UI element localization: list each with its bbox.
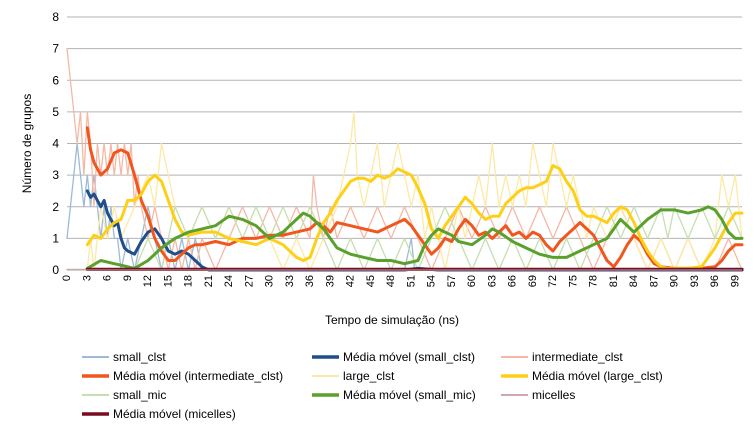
x-axis-ticks: 0 3 6 9 12 15 18 21 24 27 30 33 36 39 42 45 48 51 54 57 60 63…	[61, 275, 741, 287]
y-tick-label: 2	[52, 200, 59, 214]
legend-label: Média móvel (intermediate_clst)	[113, 369, 283, 383]
x-tick-label: 30	[264, 275, 276, 287]
x-tick-label: 66	[507, 275, 519, 287]
legend-label: Média móvel (micelles)	[113, 407, 236, 421]
x-tick-label: 33	[284, 275, 296, 287]
x-tick-label: 27	[243, 275, 255, 287]
legend-label: Média móvel (large_clst)	[532, 369, 663, 383]
y-tick-label: 8	[52, 10, 59, 24]
x-tick-label: 18	[183, 275, 195, 287]
x-tick-label: 24	[223, 275, 235, 287]
x-tick-label: 90	[669, 275, 681, 287]
legend-label: large_clst	[343, 369, 395, 383]
x-tick-label: 78	[588, 275, 600, 287]
legend-label: small_clst	[113, 350, 166, 364]
x-tick-label: 96	[709, 275, 721, 287]
x-tick-label: 84	[628, 275, 640, 287]
x-tick-label: 3	[81, 275, 93, 281]
grid-lines	[67, 16, 742, 239]
y-axis-label: Número de grupos	[20, 94, 34, 193]
legend-label: intermediate_clst	[532, 350, 623, 364]
x-tick-label: 99	[729, 275, 741, 287]
x-tick-label: 6	[102, 275, 114, 281]
x-tick-label: 87	[648, 275, 660, 287]
y-tick-label: 0	[52, 263, 59, 277]
x-tick-label: 39	[324, 275, 336, 287]
x-tick-label: 57	[446, 275, 458, 287]
x-tick-label: 21	[203, 275, 215, 287]
x-tick-label: 63	[486, 275, 498, 287]
x-tick-label: 54	[426, 275, 438, 287]
x-tick-label: 51	[405, 275, 417, 287]
x-tick-label: 0	[61, 275, 73, 281]
legend: small_clst Média móvel (small_clst) interm…	[82, 350, 663, 421]
series-line-7	[85, 205, 744, 270]
series-line-3	[85, 126, 744, 270]
x-tick-label: 75	[567, 275, 579, 287]
y-axis-ticks: 0 1 2 3 4 5 6 7 8	[52, 10, 59, 277]
x-tick-label: 15	[162, 275, 174, 287]
y-tick-label: 3	[52, 168, 59, 182]
x-tick-label: 60	[466, 275, 478, 287]
x-tick-label: 81	[608, 275, 620, 287]
y-tick-label: 1	[52, 231, 59, 245]
x-tick-label: 45	[365, 275, 377, 287]
x-tick-label: 12	[142, 275, 154, 287]
x-tick-label: 72	[547, 275, 559, 287]
legend-label: Média móvel (small_mic)	[343, 388, 476, 402]
moving-average-series-group	[85, 126, 744, 272]
series-line-4	[66, 111, 743, 271]
legend-label: micelles	[532, 388, 575, 402]
series-line-6	[66, 206, 743, 271]
x-tick-label: 69	[527, 275, 539, 287]
legend-label: small_mic	[113, 388, 166, 402]
x-tick-label: 42	[345, 275, 357, 287]
y-tick-label: 6	[52, 73, 59, 87]
y-tick-label: 4	[52, 137, 59, 151]
x-axis-label: Tempo de simulação (ns)	[325, 313, 459, 327]
y-tick-label: 7	[52, 42, 59, 56]
x-tick-label: 93	[689, 275, 701, 287]
x-tick-label: 36	[304, 275, 316, 287]
x-tick-label: 48	[385, 275, 397, 287]
x-tick-label: 9	[122, 275, 134, 281]
legend-label: Média móvel (small_clst)	[343, 350, 475, 364]
y-tick-label: 5	[52, 105, 59, 119]
